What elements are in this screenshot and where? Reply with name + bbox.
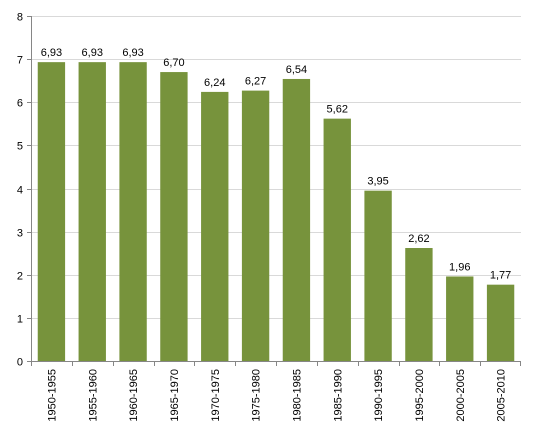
data-label: 1,77	[490, 270, 511, 282]
data-label: 6,70	[163, 57, 184, 69]
bar	[201, 91, 229, 362]
bar	[160, 72, 188, 361]
data-label: 2,62	[408, 233, 429, 245]
y-tick-label: 4	[17, 185, 23, 197]
x-category-label: 1975-1980	[251, 369, 263, 422]
bar	[282, 78, 311, 362]
bar	[446, 276, 474, 361]
bar	[241, 90, 270, 361]
data-label: 6,93	[41, 47, 62, 59]
y-tick-label: 5	[17, 141, 23, 153]
x-category-label: 1995-2000	[414, 369, 426, 422]
x-category-label: 1970-1975	[210, 369, 222, 422]
x-category-label: 1980-1985	[291, 369, 303, 422]
bar	[323, 118, 351, 361]
x-category-label: 1950-1955	[46, 369, 58, 422]
data-label: 6,24	[204, 77, 225, 89]
bar	[37, 62, 66, 362]
bar	[78, 62, 106, 362]
bar	[119, 62, 147, 362]
data-label: 6,54	[286, 64, 307, 76]
y-tick-label: 1	[17, 314, 23, 326]
data-label: 3,95	[367, 176, 388, 188]
x-category-label: 1985-1990	[332, 369, 344, 422]
bar	[405, 248, 433, 361]
data-label: 5,62	[327, 104, 348, 116]
x-axis: 1950-1955 1955-1960 1960-1965 1965-1970 1970…	[31, 361, 521, 422]
x-category-label: 2005-2010	[496, 369, 508, 422]
data-label: 6,27	[245, 76, 266, 88]
bar	[364, 190, 392, 361]
x-category-label: 1990-1995	[373, 369, 385, 422]
data-label: 1,96	[449, 261, 470, 273]
bars	[37, 62, 515, 362]
bar	[486, 284, 515, 361]
data-label: 6,93	[122, 47, 143, 59]
gridlines	[31, 16, 521, 319]
y-tick-label: 7	[17, 55, 23, 67]
data-labels: 6,93 6,93 6,93 6,70 6,24 6,27 6,54 5,62 3,95 2,62…	[41, 47, 512, 282]
y-tick-label: 6	[17, 98, 23, 110]
y-tick-label: 0	[17, 357, 23, 369]
y-tick-label: 2	[17, 271, 23, 283]
y-tick-label: 3	[17, 228, 23, 240]
x-category-label: 2000-2005	[455, 369, 467, 422]
x-category-label: 1965-1970	[169, 369, 181, 422]
y-tick-label: 8	[17, 12, 23, 24]
y-axis: 0 1 2 3 4 5 6 7 8	[17, 12, 32, 369]
data-label: 6,93	[82, 47, 103, 59]
x-category-label: 1955-1960	[87, 369, 99, 422]
x-category-label: 1960-1965	[128, 369, 140, 422]
